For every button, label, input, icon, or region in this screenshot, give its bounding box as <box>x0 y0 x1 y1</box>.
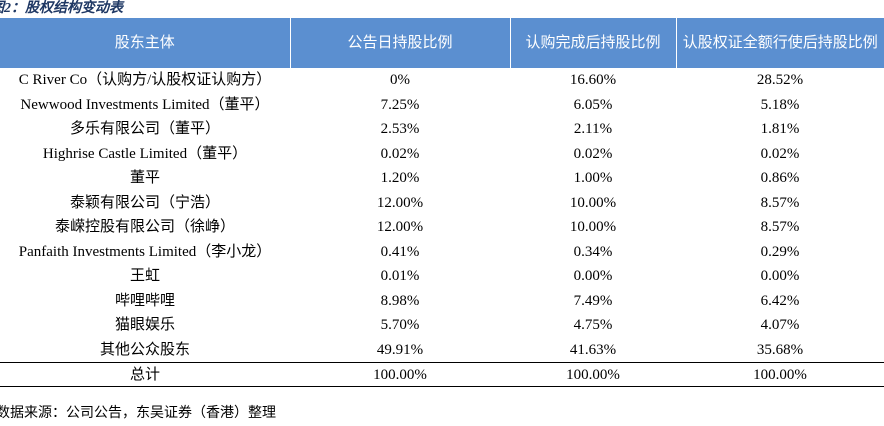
ratio-cell: 0.86% <box>760 170 800 187</box>
header-cell: 公告日持股比例 <box>289 18 510 68</box>
ratio-cell: 6.05% <box>573 96 613 113</box>
ratio-cell: 0.01% <box>380 268 420 285</box>
table-row: C River Co（认购方/认股权证认购方） 0% 16.60% 28.52% <box>0 68 884 93</box>
ratio-cell: 0.34% <box>573 243 613 260</box>
table-row: Newwood Investments Limited（董平） 7.25% 6.05… <box>0 93 884 118</box>
ratio-cell: 8.98% <box>380 292 420 309</box>
ratio-cell: 6.42% <box>760 292 800 309</box>
ratio-cell: 0.00% <box>573 268 613 285</box>
header-cell: 股东主体 <box>0 18 290 68</box>
ratio-cell: 8.57% <box>760 219 800 236</box>
ratio-cell: 1.81% <box>760 121 800 138</box>
ratio-cell: 10.00% <box>569 219 617 236</box>
ratio-cell: 0% <box>390 72 410 89</box>
table-row: 多乐有限公司（董平） 2.53% 2.11% 1.81% <box>0 117 884 142</box>
table-row: 王虹 0.01% 0.00% 0.00% <box>0 264 884 289</box>
ratio-cell: 28.52% <box>756 72 804 89</box>
ratio-cell: 2.11% <box>573 121 613 138</box>
ratio-cell: 0.02% <box>760 145 800 162</box>
table-row: 董平 1.20% 1.00% 0.86% <box>0 166 884 191</box>
shareholder-cell: 多乐有限公司（董平） <box>69 121 220 138</box>
shareholder-cell: Newwood Investments Limited（董平） <box>20 96 270 113</box>
ratio-cell: 0.00% <box>760 268 800 285</box>
table-body: C River Co（认购方/认股权证认购方） 0% 16.60% 28.52% New… <box>0 68 884 387</box>
ratio-cell: 12.00% <box>376 219 424 236</box>
shareholder-cell: 泰嵘控股有限公司（徐峥） <box>54 219 235 236</box>
table-row: 猫眼娱乐 5.70% 4.75% 4.07% <box>0 313 884 338</box>
header-cell: 认购完成后持股比例 <box>509 18 676 68</box>
shareholder-cell: Highrise Castle Limited（董平） <box>42 145 248 162</box>
table-row: Highrise Castle Limited（董平） 0.02% 0.02% 0.0… <box>0 142 884 167</box>
ratio-cell: 0.02% <box>380 145 420 162</box>
ratio-cell: 0.29% <box>760 243 800 260</box>
table-row: 哔哩哔哩 8.98% 7.49% 6.42% <box>0 289 884 314</box>
ratio-cell: 10.00% <box>569 194 617 211</box>
total-cell: 100.00% <box>290 362 510 387</box>
shareholder-cell: 王虹 <box>129 268 160 285</box>
shareholding-table: 股东主体 公告日持股比例 认购完成后持股比例 认股权证全额行使后持股比例 C Rive… <box>0 18 884 387</box>
table-row: Panfaith Investments Limited（李小龙） 0.41% 0.… <box>0 240 884 265</box>
ratio-cell: 1.00% <box>573 170 613 187</box>
ratio-cell: 5.70% <box>380 317 420 334</box>
total-cell: 100.00% <box>510 362 676 387</box>
ratio-cell: 2.53% <box>380 121 420 138</box>
ratio-cell: 41.63% <box>569 341 617 358</box>
shareholder-cell: Panfaith Investments Limited（李小龙） <box>18 243 272 260</box>
ratio-cell: 4.75% <box>573 317 613 334</box>
shareholder-cell: 猫眼娱乐 <box>114 317 175 334</box>
total-label: 总计 <box>0 362 290 387</box>
ratio-cell: 7.25% <box>380 96 420 113</box>
ratio-cell: 8.57% <box>760 194 800 211</box>
ratio-cell: 0.02% <box>573 145 613 162</box>
ratio-cell: 7.49% <box>573 292 613 309</box>
table-row: 泰嵘控股有限公司（徐峥） 12.00% 10.00% 8.57% <box>0 215 884 240</box>
ratio-cell: 1.20% <box>380 170 420 187</box>
ratio-cell: 49.91% <box>376 341 424 358</box>
header-row: 股东主体 公告日持股比例 认购完成后持股比例 认股权证全额行使后持股比例 <box>0 18 884 68</box>
table-row: 其他公众股东 49.91% 41.63% 35.68% <box>0 338 884 363</box>
table-row: 泰颖有限公司（宁浩） 12.00% 10.00% 8.57% <box>0 191 884 216</box>
ratio-cell: 12.00% <box>376 194 424 211</box>
total-cell: 100.00% <box>676 362 884 387</box>
shareholder-cell: 其他公众股东 <box>99 341 190 358</box>
shareholder-cell: C River Co（认购方/认股权证认购方） <box>18 72 272 89</box>
ratio-cell: 16.60% <box>569 72 617 89</box>
header-cell: 认股权证全额行使后持股比例 <box>675 18 884 68</box>
shareholder-cell: 董平 <box>129 170 160 187</box>
ratio-cell: 0.41% <box>380 243 420 260</box>
figure-title: 图2：股权结构变动表 <box>0 1 123 16</box>
ratio-cell: 4.07% <box>760 317 800 334</box>
source-note: 数据来源：公司公告，东吴证券（香港）整理 <box>0 406 276 421</box>
shareholder-cell: 泰颖有限公司（宁浩） <box>69 194 220 211</box>
shareholder-cell: 哔哩哔哩 <box>114 292 175 309</box>
ratio-cell: 35.68% <box>756 341 804 358</box>
total-row: 总计 100.00% 100.00% 100.00% <box>0 362 884 387</box>
ratio-cell: 5.18% <box>760 96 800 113</box>
